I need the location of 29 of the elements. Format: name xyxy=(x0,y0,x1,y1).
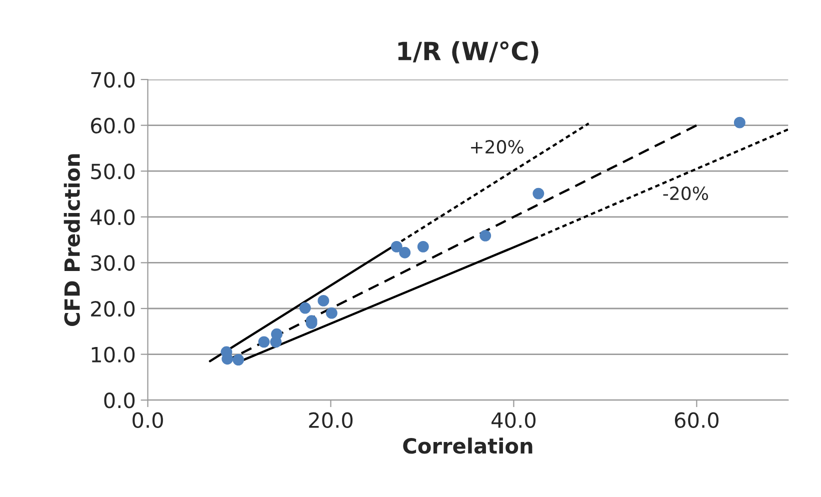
point xyxy=(318,294,330,306)
x-tick-label: 20.0 xyxy=(309,412,353,428)
y-axis-title: CFD Prediction xyxy=(64,154,80,326)
point xyxy=(232,354,244,366)
x-tick-label: 60.0 xyxy=(674,412,718,428)
point xyxy=(417,240,429,252)
x-axis-title: Correlation xyxy=(403,438,532,454)
point xyxy=(399,246,411,258)
point xyxy=(480,230,492,242)
point xyxy=(271,328,282,340)
x-tick-label: 40.0 xyxy=(492,412,536,428)
y-tick-label: 40.0 xyxy=(90,209,135,226)
y-tick-label: 20.0 xyxy=(91,300,135,317)
y-tick-label: 60.0 xyxy=(91,118,135,134)
annotation: +20% xyxy=(471,140,524,154)
point xyxy=(299,302,311,314)
annotation: -20% xyxy=(663,186,708,200)
point xyxy=(390,240,402,252)
point xyxy=(734,116,746,128)
y-tick-label: 0.0 xyxy=(104,392,135,408)
y-tick-label: 30.0 xyxy=(91,255,135,271)
x-tick-label: 0.0 xyxy=(132,412,163,428)
chart-title: 1/R (W/°C) xyxy=(398,41,538,64)
y-tick-label: 10.0 xyxy=(92,346,135,362)
y-tick-label: 50.0 xyxy=(91,164,135,180)
point xyxy=(532,188,544,200)
y-tick-label: 70.0 xyxy=(91,72,135,88)
point xyxy=(326,307,338,319)
point xyxy=(258,336,270,348)
